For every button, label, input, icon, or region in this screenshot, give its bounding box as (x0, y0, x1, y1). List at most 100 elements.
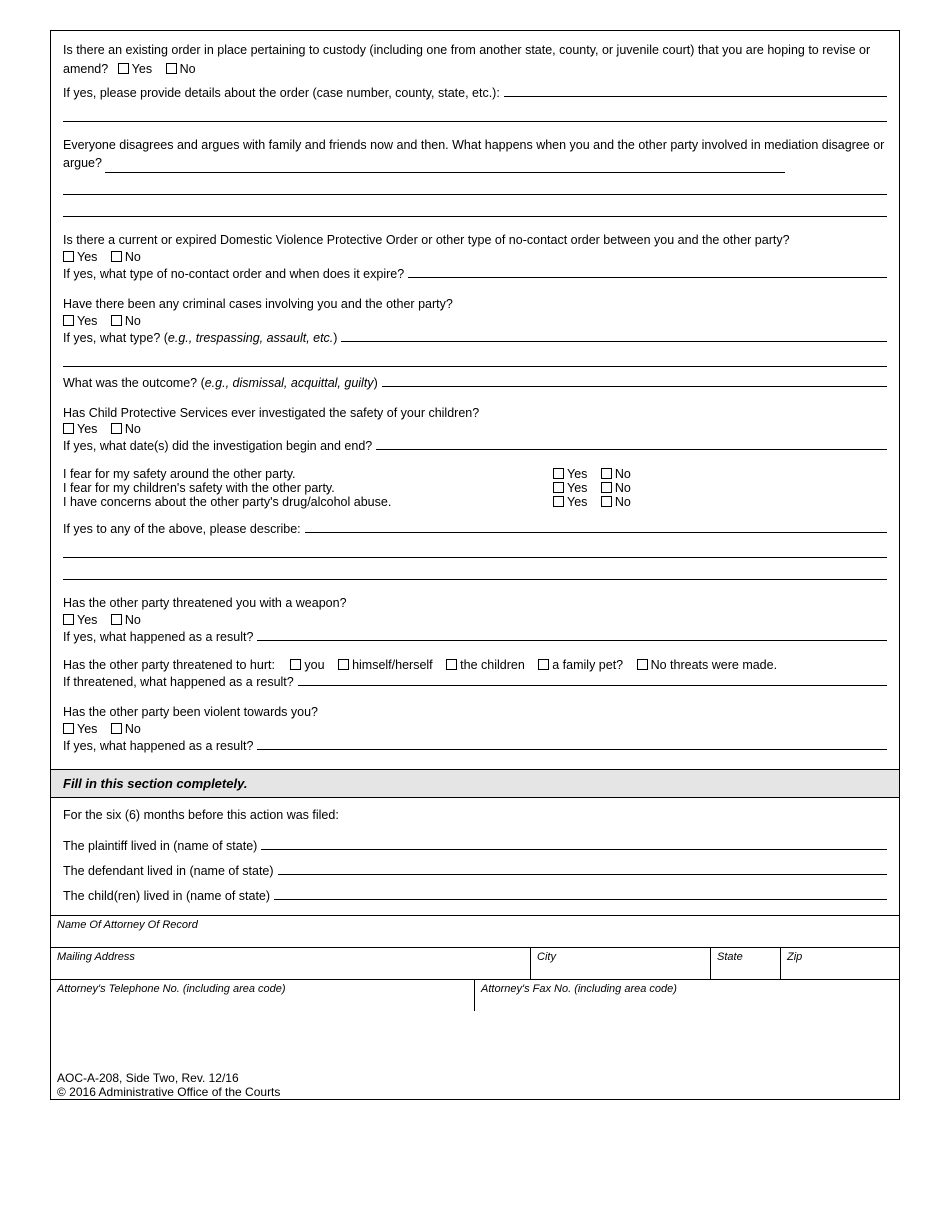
fear-drug-yes-checkbox[interactable] (553, 496, 564, 507)
existing-order-details-line[interactable] (504, 83, 887, 97)
hurt-result-label: If threatened, what happened as a result… (63, 675, 294, 689)
weapon-question: Has the other party threatened you with … (63, 594, 887, 613)
yes-label-2: Yes (77, 250, 97, 264)
violent-result-line[interactable] (257, 736, 887, 750)
weapon-result-line[interactable] (257, 627, 887, 641)
yes-label-3: Yes (77, 314, 97, 328)
cps-dates-label: If yes, what date(s) did the investigati… (63, 439, 372, 453)
children-lived-line[interactable] (274, 886, 887, 900)
outcome-post: ) (374, 376, 378, 390)
dvpo-question: Is there a current or expired Domestic V… (63, 231, 887, 250)
fear-children-yes-checkbox[interactable] (553, 482, 564, 493)
violent-block: Has the other party been violent towards… (63, 703, 887, 753)
criminal-type-line[interactable] (341, 328, 887, 342)
dvpo-block: Is there a current or expired Domestic V… (63, 231, 887, 281)
phone-row: Attorney's Telephone No. (including area… (51, 979, 899, 1011)
attorney-name-row: Name Of Attorney Of Record (51, 915, 899, 947)
section-header: Fill in this section completely. (51, 769, 899, 798)
main-section: Is there an existing order in place pert… (51, 31, 899, 769)
dvpo-detail-label: If yes, what type of no-contact order an… (63, 267, 404, 281)
disagree-block: Everyone disagrees and argues with famil… (63, 136, 887, 218)
violent-result-label: If yes, what happened as a result? (63, 739, 253, 753)
attorney-name-field[interactable]: Name Of Attorney Of Record (51, 915, 899, 947)
footer: AOC-A-208, Side Two, Rev. 12/16 © 2016 A… (51, 1011, 899, 1099)
dvpo-detail-line[interactable] (408, 264, 887, 278)
hurt-you-checkbox[interactable] (290, 659, 301, 670)
criminal-type-line-2[interactable] (63, 351, 887, 367)
fear-safety-no-checkbox[interactable] (601, 468, 612, 479)
attorney-fax-field[interactable]: Attorney's Fax No. (including area code) (475, 979, 899, 1011)
plaintiff-lived-label: The plaintiff lived in (name of state) (63, 839, 257, 853)
weapon-result-label: If yes, what happened as a result? (63, 630, 253, 644)
describe-line-3[interactable] (63, 564, 887, 580)
describe-label: If yes to any of the above, please descr… (63, 522, 301, 536)
zip-field[interactable]: Zip (781, 947, 899, 979)
no-label-2: No (125, 250, 141, 264)
yes-label-4: Yes (77, 422, 97, 436)
children-lived-label: The child(ren) lived in (name of state) (63, 889, 270, 903)
violent-question: Has the other party been violent towards… (63, 703, 887, 722)
existing-order-line-2[interactable] (63, 106, 887, 122)
plaintiff-lived-line[interactable] (261, 836, 887, 850)
existing-order-yes-checkbox[interactable] (118, 63, 129, 74)
hurt-result-line[interactable] (298, 672, 887, 686)
disagree-line-1[interactable] (105, 159, 785, 173)
no-label-3: No (125, 314, 141, 328)
cps-question: Has Child Protective Services ever inves… (63, 404, 887, 423)
violent-yes-checkbox[interactable] (63, 723, 74, 734)
weapon-block: Has the other party threatened you with … (63, 594, 887, 644)
existing-order-details-label: If yes, please provide details about the… (63, 86, 500, 100)
existing-order-no-checkbox[interactable] (166, 63, 177, 74)
disagree-line-2[interactable] (63, 179, 887, 195)
outcome-line[interactable] (382, 373, 887, 387)
cps-no-checkbox[interactable] (111, 423, 122, 434)
criminal-type-post: ) (333, 331, 337, 345)
outcome-pre: What was the outcome? ( (63, 376, 205, 390)
describe-line-1[interactable] (305, 519, 887, 533)
criminal-type-pre: If yes, what type? ( (63, 331, 168, 345)
existing-order-block: Is there an existing order in place pert… (63, 41, 887, 122)
criminal-block: Have there been any criminal cases invol… (63, 295, 887, 390)
dvpo-yes-checkbox[interactable] (63, 251, 74, 262)
hurt-none-checkbox[interactable] (637, 659, 648, 670)
outcome-eg: e.g., dismissal, acquittal, guilty (205, 376, 374, 390)
fear-safety-label: I fear for my safety around the other pa… (63, 467, 553, 481)
fear-drug-no-checkbox[interactable] (601, 496, 612, 507)
hurt-himself-checkbox[interactable] (338, 659, 349, 670)
footer-line-1: AOC-A-208, Side Two, Rev. 12/16 (57, 1071, 899, 1085)
criminal-no-checkbox[interactable] (111, 315, 122, 326)
defendant-lived-label: The defendant lived in (name of state) (63, 864, 274, 878)
no-label-4: No (125, 422, 141, 436)
cps-dates-line[interactable] (376, 436, 887, 450)
city-field[interactable]: City (531, 947, 711, 979)
violent-no-checkbox[interactable] (111, 723, 122, 734)
criminal-question: Have there been any criminal cases invol… (63, 295, 887, 314)
fear-children-no-checkbox[interactable] (601, 482, 612, 493)
disagree-line-3[interactable] (63, 201, 887, 217)
weapon-yes-checkbox[interactable] (63, 614, 74, 625)
state-field[interactable]: State (711, 947, 781, 979)
describe-line-2[interactable] (63, 542, 887, 558)
hurt-block: Has the other party threatened to hurt: … (63, 658, 887, 689)
hurt-pet-checkbox[interactable] (538, 659, 549, 670)
hurt-children-checkbox[interactable] (446, 659, 457, 670)
dvpo-no-checkbox[interactable] (111, 251, 122, 262)
address-row: Mailing Address City State Zip (51, 947, 899, 979)
mailing-address-field[interactable]: Mailing Address (51, 947, 531, 979)
no-label: No (180, 62, 196, 76)
cps-block: Has Child Protective Services ever inves… (63, 404, 887, 454)
criminal-type-eg: e.g., trespassing, assault, etc. (168, 331, 333, 345)
six-months-label: For the six (6) months before this actio… (63, 808, 887, 822)
criminal-yes-checkbox[interactable] (63, 315, 74, 326)
residence-section: For the six (6) months before this actio… (51, 798, 899, 915)
fear-drug-label: I have concerns about the other party's … (63, 495, 553, 509)
hurt-question: Has the other party threatened to hurt: (63, 658, 275, 672)
defendant-lived-line[interactable] (278, 861, 887, 875)
footer-line-2: © 2016 Administrative Office of the Cour… (57, 1085, 899, 1099)
fear-block: I fear for my safety around the other pa… (63, 467, 887, 580)
weapon-no-checkbox[interactable] (111, 614, 122, 625)
attorney-phone-field[interactable]: Attorney's Telephone No. (including area… (51, 979, 475, 1011)
form-frame: Is there an existing order in place pert… (50, 30, 900, 1100)
cps-yes-checkbox[interactable] (63, 423, 74, 434)
fear-safety-yes-checkbox[interactable] (553, 468, 564, 479)
